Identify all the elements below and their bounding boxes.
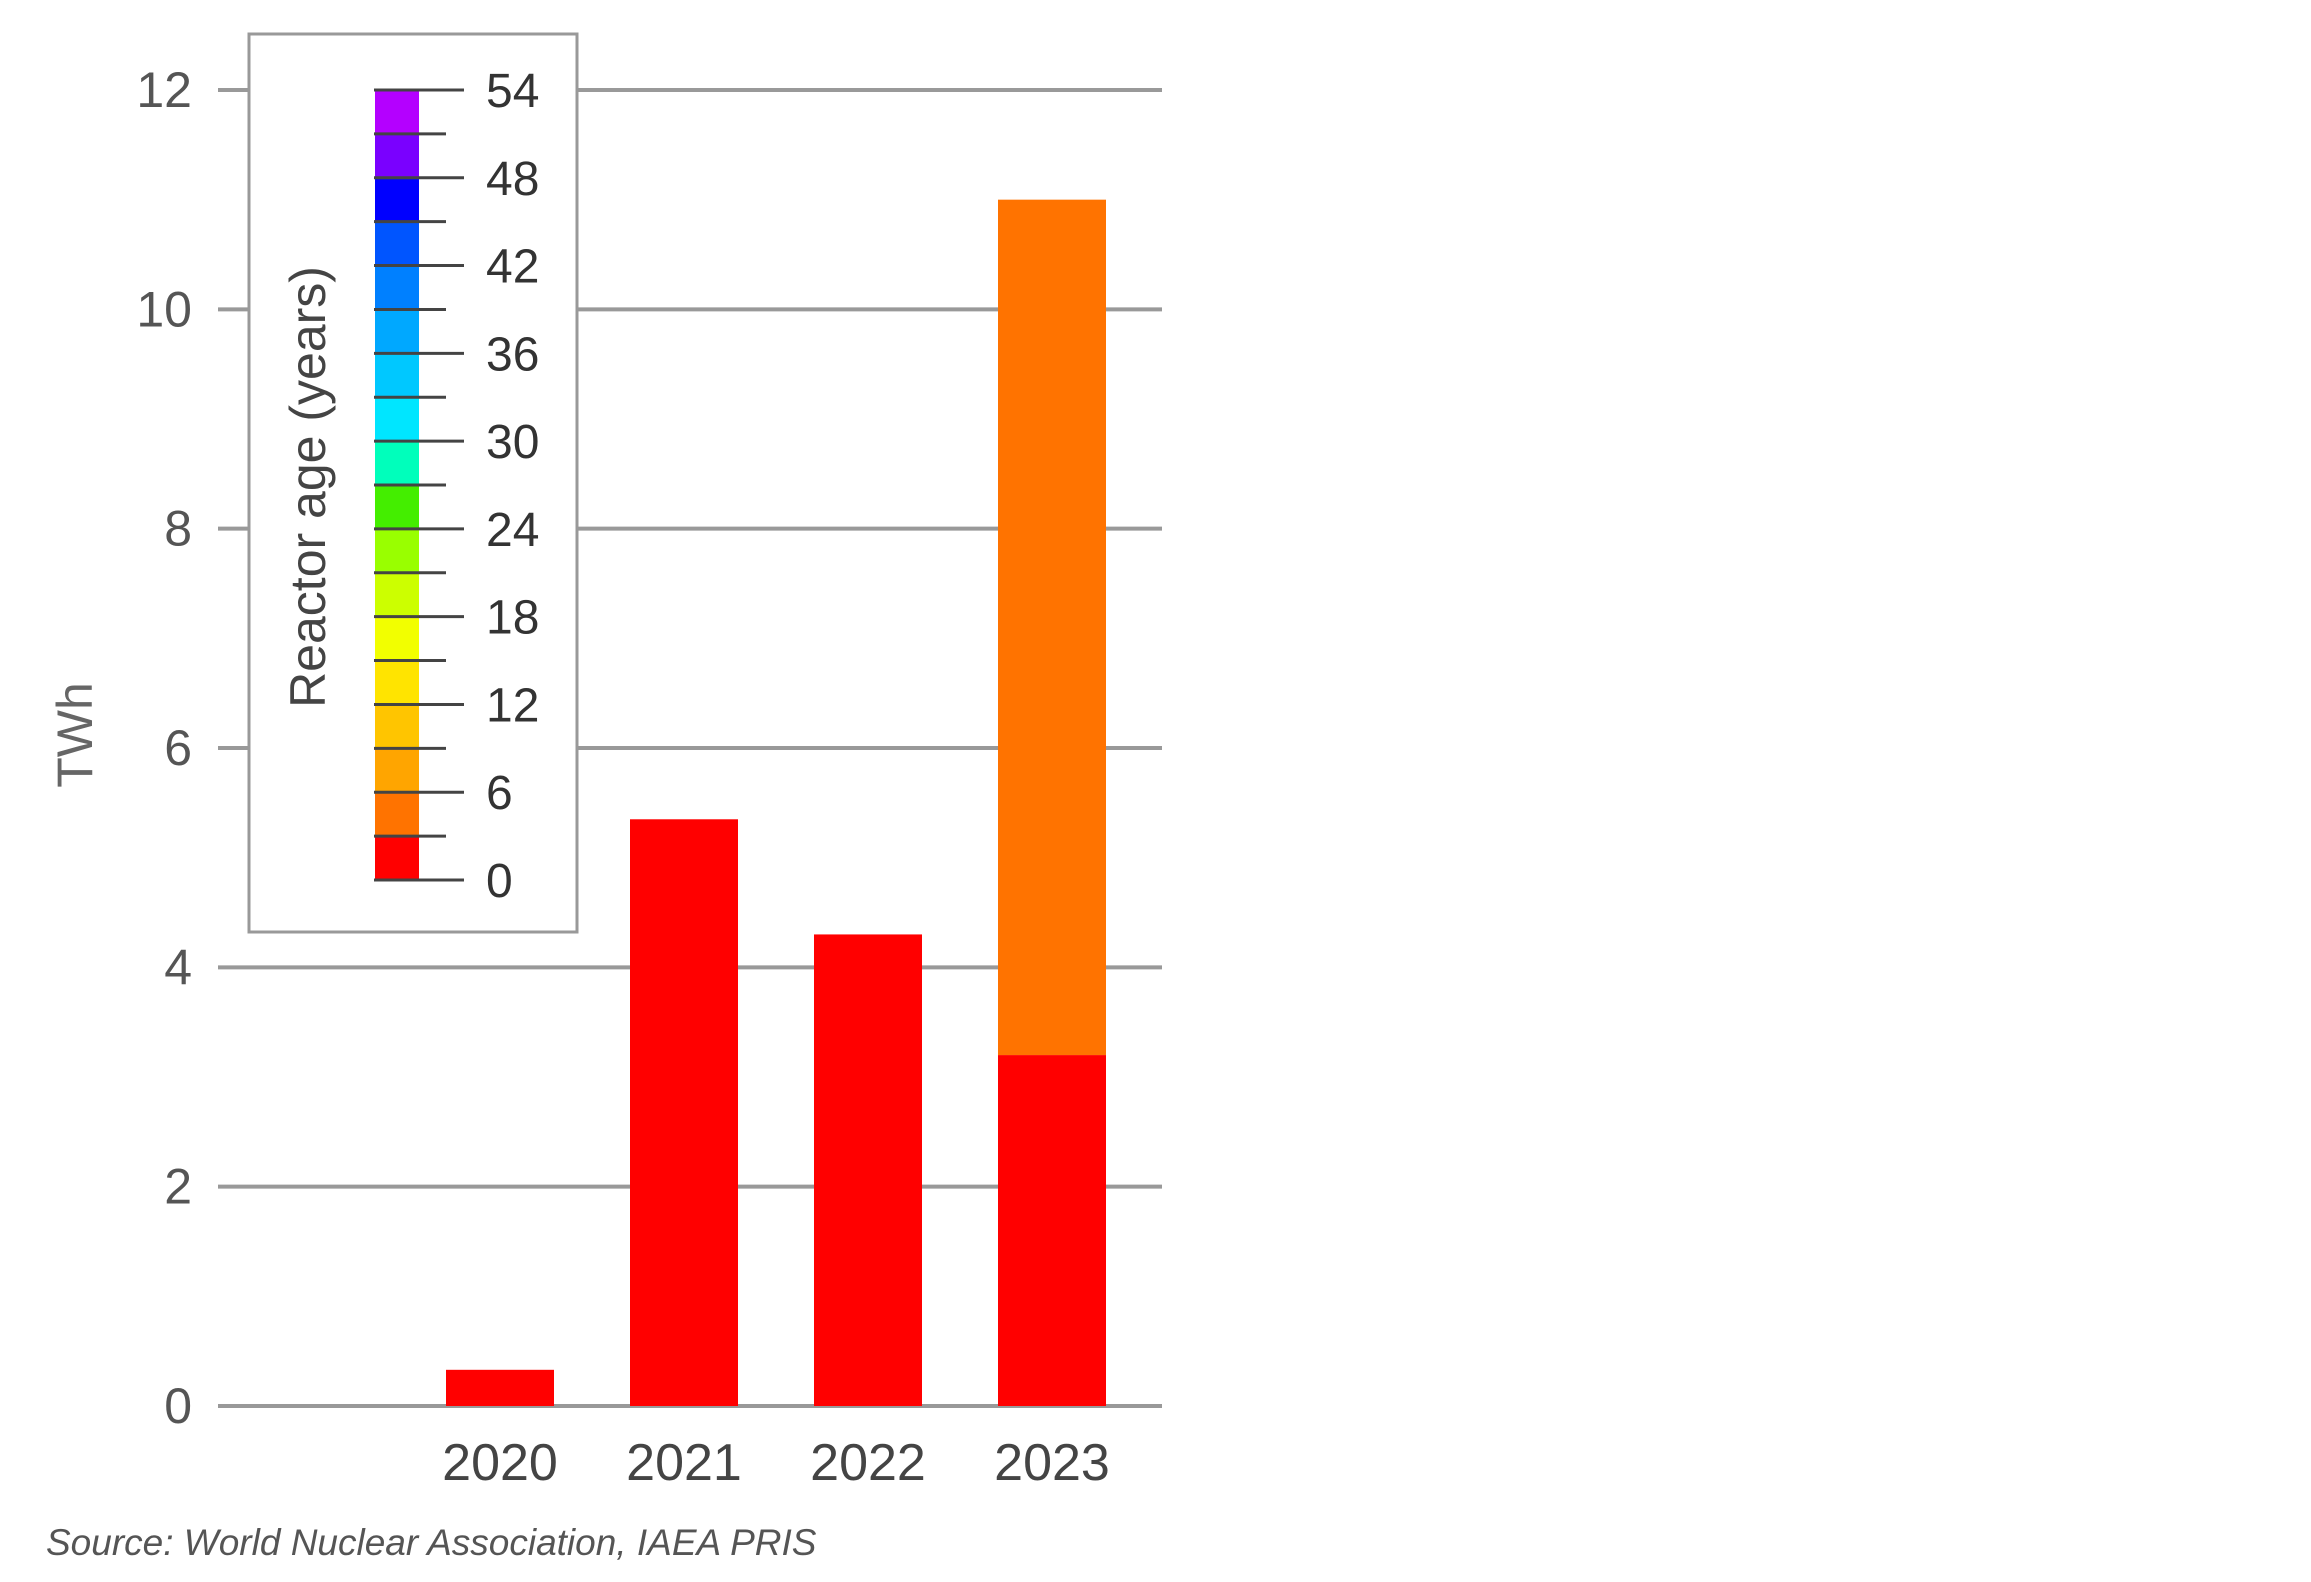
colorbar-tick-label: 24 — [486, 504, 539, 557]
colorbar-bin — [373, 527, 421, 574]
bar-segment — [998, 199, 1106, 1056]
x-tick-label: 2021 — [626, 1434, 742, 1492]
y-axis-ticks: 0 2 4 6 8 10 12 — [136, 62, 192, 1434]
x-tick-label: 2022 — [810, 1434, 926, 1492]
y-tick-label: 6 — [164, 720, 192, 776]
colorbar-tick-label: 48 — [486, 153, 539, 206]
y-tick-label: 12 — [136, 62, 192, 118]
colorbar-bin — [373, 747, 421, 794]
colorbar-tick-label: 6 — [486, 767, 513, 820]
colorbar-bin — [373, 659, 421, 706]
y-axis-label: TWh — [47, 682, 103, 788]
colorbar-bin — [373, 615, 421, 662]
source-note: Source: World Nuclear Association, IAEA … — [46, 1522, 817, 1563]
bar-segment — [998, 1055, 1106, 1406]
colorbar-bin — [373, 791, 421, 838]
y-tick-label: 8 — [164, 501, 192, 557]
colorbar-bin — [373, 484, 421, 530]
colorbar-tick-label: 12 — [486, 679, 539, 732]
colorbar-ticks: 0 6 12 18 24 30 36 42 48 54 — [374, 65, 539, 908]
colorbar-bin — [373, 835, 421, 881]
bar-segment — [814, 934, 922, 1406]
colorbar-bin — [373, 264, 421, 311]
y-tick-label: 4 — [164, 939, 192, 995]
y-tick-label: 10 — [136, 281, 192, 337]
colorbar-bin — [373, 220, 421, 267]
colorbar-bins — [373, 89, 421, 881]
colorbar-bin — [373, 132, 421, 179]
colorbar-tick-label: 36 — [486, 328, 539, 381]
bar-segment — [446, 1369, 554, 1406]
colorbar-bin — [373, 396, 421, 443]
x-tick-label: 2023 — [994, 1434, 1110, 1492]
colorbar-legend: Reactor age (years) 0 6 12 18 24 30 36 42 48 54 — [247, 32, 579, 934]
colorbar-bin — [373, 703, 421, 750]
colorbar-bin — [373, 571, 421, 618]
colorbar-tick-label: 42 — [486, 241, 539, 294]
colorbar-bin — [373, 352, 421, 399]
colorbar-bin — [373, 176, 421, 223]
colorbar-bin — [373, 308, 421, 355]
y-tick-label: 0 — [164, 1378, 192, 1434]
colorbar-tick-label: 54 — [486, 65, 539, 118]
bars — [446, 199, 1106, 1406]
colorbar-tick-label: 30 — [486, 416, 539, 469]
colorbar-tick-label: 0 — [486, 855, 513, 908]
bar-segment — [630, 819, 738, 1406]
colorbar-bin — [373, 89, 421, 135]
colorbar-title: Reactor age (years) — [280, 266, 336, 708]
x-tick-label: 2020 — [442, 1434, 558, 1492]
x-axis-labels: 2020 2021 2022 2023 — [442, 1434, 1110, 1492]
y-tick-label: 2 — [164, 1159, 192, 1215]
colorbar-tick-label: 18 — [486, 592, 539, 645]
colorbar-bin — [373, 440, 421, 487]
